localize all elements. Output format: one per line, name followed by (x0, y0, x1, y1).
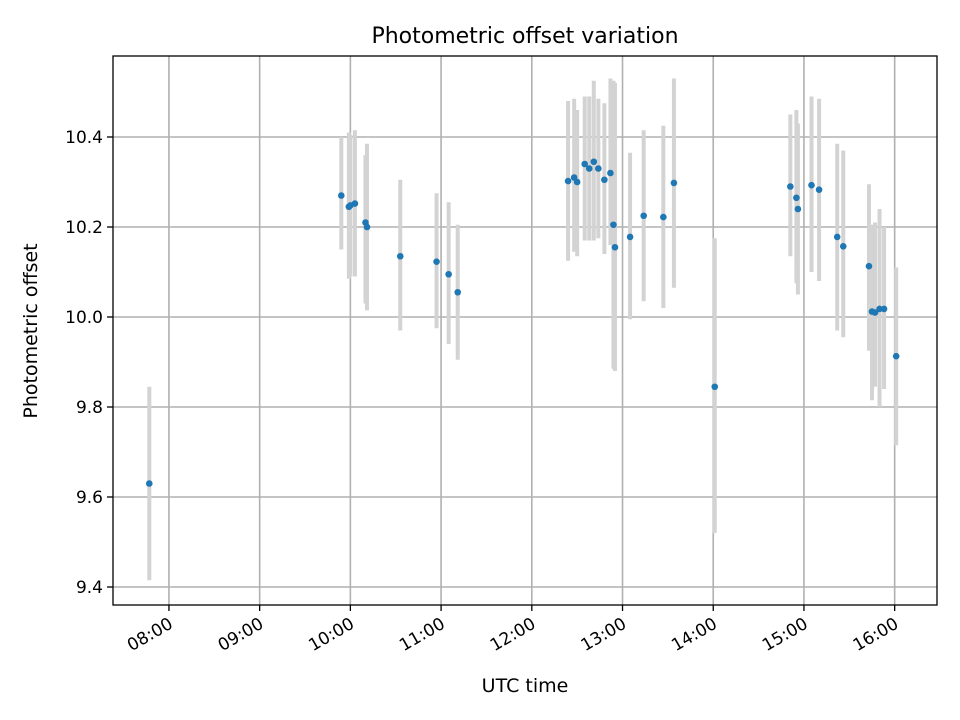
data-point (564, 177, 572, 185)
data-point (640, 212, 647, 220)
y-tick-label: 10.2 (65, 218, 103, 238)
y-tick-label: 9.6 (76, 488, 103, 508)
data-point (787, 183, 794, 190)
data-point (793, 194, 800, 202)
data-point (338, 192, 345, 199)
data-point (610, 221, 617, 229)
error-bars (147, 78, 899, 581)
chart-title: Photometric offset variation (371, 24, 678, 49)
x-tick-label: 11:00 (396, 614, 448, 656)
data-point (839, 243, 847, 250)
plot-frame (112, 55, 938, 606)
data-point (808, 181, 815, 189)
data-point (626, 233, 634, 241)
data-point (396, 252, 404, 260)
x-axis-label: UTC time (482, 675, 569, 697)
data-point (590, 158, 598, 166)
data-point (363, 223, 371, 231)
data-point (145, 480, 153, 487)
data-points (145, 158, 900, 487)
data-point (833, 233, 841, 241)
data-point (433, 258, 440, 265)
y-tick-label: 9.4 (76, 578, 103, 598)
data-point (454, 288, 462, 296)
x-tick-label: 08:00 (124, 614, 176, 656)
data-point (794, 205, 802, 213)
data-point (573, 178, 581, 186)
data-point (585, 165, 593, 172)
data-point (876, 305, 883, 313)
x-tick-label: 10:00 (305, 614, 357, 656)
x-tick-label: 13:00 (578, 614, 630, 656)
axis-ticks: 08:00 09:00 10:00 11:00 12:00 13:00 14:00 15:00… (65, 128, 902, 656)
x-tick-label: 09:00 (215, 614, 267, 656)
data-point (711, 383, 719, 391)
data-point (595, 165, 602, 172)
data-point (601, 176, 608, 184)
data-point (865, 262, 873, 270)
data-point (892, 352, 900, 360)
data-point (660, 213, 667, 221)
x-tick-label: 12:00 (487, 614, 539, 656)
data-point (581, 160, 589, 168)
y-tick-label: 10.0 (65, 308, 103, 328)
y-tick-label: 9.8 (76, 398, 103, 418)
x-tick-label: 16:00 (850, 614, 902, 656)
data-point (445, 270, 452, 278)
data-point (351, 200, 359, 207)
data-point (607, 169, 614, 177)
data-point (871, 309, 879, 316)
x-tick-label: 15:00 (759, 614, 811, 656)
y-tick-label: 10.4 (65, 128, 103, 148)
data-point (815, 186, 823, 193)
data-point (611, 243, 619, 251)
data-point (880, 305, 888, 313)
data-point (670, 179, 678, 187)
x-tick-label: 14:00 (668, 614, 720, 656)
y-axis-label: Photometric offset (20, 243, 42, 418)
